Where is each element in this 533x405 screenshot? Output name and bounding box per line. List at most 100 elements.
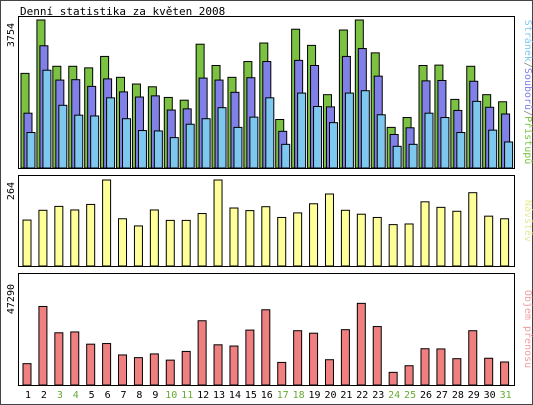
day-label-23: 23 bbox=[372, 390, 384, 401]
stranek-bar-day-24 bbox=[392, 145, 402, 169]
day-label-16: 16 bbox=[261, 390, 273, 401]
objem-prenosu-bar-day-23 bbox=[372, 326, 382, 386]
objem-prenosu-bar-day-1 bbox=[22, 363, 32, 386]
objem-prenosu-bar-day-19 bbox=[309, 332, 319, 386]
objem-prenosu-bar-day-22 bbox=[356, 302, 366, 386]
objem-prenosu-bar-day-12 bbox=[197, 320, 207, 386]
day-label-8: 8 bbox=[136, 390, 142, 401]
stranek-bar-day-20 bbox=[328, 122, 338, 169]
day-label-20: 20 bbox=[324, 390, 336, 401]
navstev-bar-day-21 bbox=[340, 209, 350, 267]
stranek-bar-day-21 bbox=[344, 92, 354, 169]
stranek-bar-day-4 bbox=[74, 114, 84, 169]
stranek-bar-day-22 bbox=[360, 90, 370, 169]
stranek-bar-day-17 bbox=[281, 143, 291, 169]
day-label-7: 7 bbox=[121, 390, 127, 401]
navstev-bar-day-3 bbox=[54, 205, 64, 267]
navstev-bar-day-15 bbox=[245, 210, 255, 267]
hits-series-name: Přístupů bbox=[522, 116, 533, 164]
stranek-bar-day-12 bbox=[201, 118, 211, 169]
stranek-bar-day-13 bbox=[217, 107, 227, 169]
stranek-bar-day-8 bbox=[137, 130, 147, 169]
pages-series-name: Stránek bbox=[522, 20, 533, 62]
stranek-bar-day-25 bbox=[408, 143, 418, 169]
stranek-bar-day-1 bbox=[26, 132, 36, 169]
navstev-bar-day-30 bbox=[484, 215, 494, 267]
day-label-12: 12 bbox=[197, 390, 209, 401]
chart-bars-group bbox=[20, 19, 514, 386]
visits-series-label: Návštěv bbox=[522, 200, 533, 242]
day-label-5: 5 bbox=[89, 390, 95, 401]
objem-prenosu-bar-day-27 bbox=[436, 348, 446, 386]
navstev-bar-day-26 bbox=[420, 201, 430, 267]
stranek-bar-day-9 bbox=[153, 130, 163, 169]
stranek-bar-day-23 bbox=[376, 114, 386, 169]
objem-prenosu-bar-day-26 bbox=[420, 348, 430, 386]
objem-prenosu-bar-day-13 bbox=[213, 344, 223, 386]
objem-prenosu-bar-day-28 bbox=[452, 358, 462, 386]
navstev-bar-day-16 bbox=[261, 206, 271, 267]
navstev-bar-day-11 bbox=[181, 219, 191, 267]
navstev-bar-day-29 bbox=[468, 192, 478, 267]
stranek-bar-day-3 bbox=[58, 104, 68, 169]
navstev-bar-day-9 bbox=[149, 209, 159, 267]
objem-prenosu-bar-day-17 bbox=[277, 361, 287, 386]
navstev-bar-day-2 bbox=[38, 209, 48, 267]
objem-prenosu-bar-day-16 bbox=[261, 309, 271, 386]
objem-prenosu-bar-day-21 bbox=[340, 329, 350, 386]
navstev-bar-day-1 bbox=[22, 219, 32, 267]
navstev-bar-day-19 bbox=[309, 203, 319, 267]
day-label-1: 1 bbox=[25, 390, 31, 401]
day-label-9: 9 bbox=[152, 390, 158, 401]
objem-prenosu-bar-day-15 bbox=[245, 329, 255, 386]
day-label-26: 26 bbox=[420, 390, 432, 401]
stranek-bar-day-18 bbox=[297, 92, 307, 169]
day-label-2: 2 bbox=[41, 390, 47, 401]
day-label-15: 15 bbox=[245, 390, 257, 401]
navstev-bar-day-17 bbox=[277, 216, 287, 267]
objem-prenosu-bar-day-10 bbox=[165, 359, 175, 386]
navstev-bar-day-7 bbox=[118, 218, 128, 267]
objem-prenosu-bar-day-11 bbox=[181, 350, 191, 386]
day-label-19: 19 bbox=[309, 390, 321, 401]
navstev-bar-day-18 bbox=[293, 212, 303, 267]
stranek-bar-day-5 bbox=[90, 115, 100, 169]
day-label-4: 4 bbox=[73, 390, 79, 401]
stranek-bar-day-10 bbox=[169, 137, 179, 169]
objem-prenosu-bar-day-20 bbox=[324, 359, 334, 386]
kbytes-ymax-label: 47290 bbox=[6, 284, 17, 314]
objem-prenosu-bar-day-5 bbox=[86, 343, 96, 386]
stranek-bar-day-29 bbox=[472, 100, 482, 169]
stranek-bar-day-14 bbox=[233, 126, 243, 169]
navstev-bar-day-6 bbox=[102, 179, 112, 267]
chart-title: Denní statistika za květen 2008 bbox=[20, 5, 225, 18]
objem-prenosu-bar-day-14 bbox=[229, 345, 239, 386]
stranek-bar-day-26 bbox=[424, 112, 434, 169]
series-separator-1: / bbox=[522, 62, 533, 68]
day-label-17: 17 bbox=[277, 390, 289, 401]
navstev-bar-day-5 bbox=[86, 203, 96, 267]
day-label-14: 14 bbox=[229, 390, 241, 401]
navstev-bar-day-22 bbox=[356, 213, 366, 267]
day-label-22: 22 bbox=[356, 390, 368, 401]
navstev-bar-day-24 bbox=[388, 224, 398, 267]
objem-prenosu-bar-day-8 bbox=[133, 357, 143, 386]
day-label-3: 3 bbox=[57, 390, 63, 401]
day-label-6: 6 bbox=[105, 390, 111, 401]
day-labels-group: 1 2 3 4 5 6 7 8 9 10 11 12 13 14 15 16 17 18 19 20 21 22 23 24 2… bbox=[25, 390, 512, 401]
stranek-bar-day-16 bbox=[265, 97, 275, 169]
navstev-bar-day-12 bbox=[197, 213, 207, 267]
navstev-bar-day-25 bbox=[404, 223, 414, 267]
navstev-bar-day-13 bbox=[213, 179, 223, 267]
day-label-28: 28 bbox=[452, 390, 464, 401]
stranek-bar-day-31 bbox=[504, 141, 514, 169]
stranek-bar-day-7 bbox=[122, 118, 132, 169]
objem-prenosu-bar-day-25 bbox=[404, 365, 414, 386]
navstev-bar-day-10 bbox=[165, 219, 175, 267]
day-label-25: 25 bbox=[404, 390, 416, 401]
objem-prenosu-bar-day-30 bbox=[484, 357, 494, 386]
objem-prenosu-bar-day-4 bbox=[70, 331, 80, 386]
navstev-bar-day-8 bbox=[133, 225, 143, 267]
visits-ymax-label: 264 bbox=[6, 182, 17, 200]
